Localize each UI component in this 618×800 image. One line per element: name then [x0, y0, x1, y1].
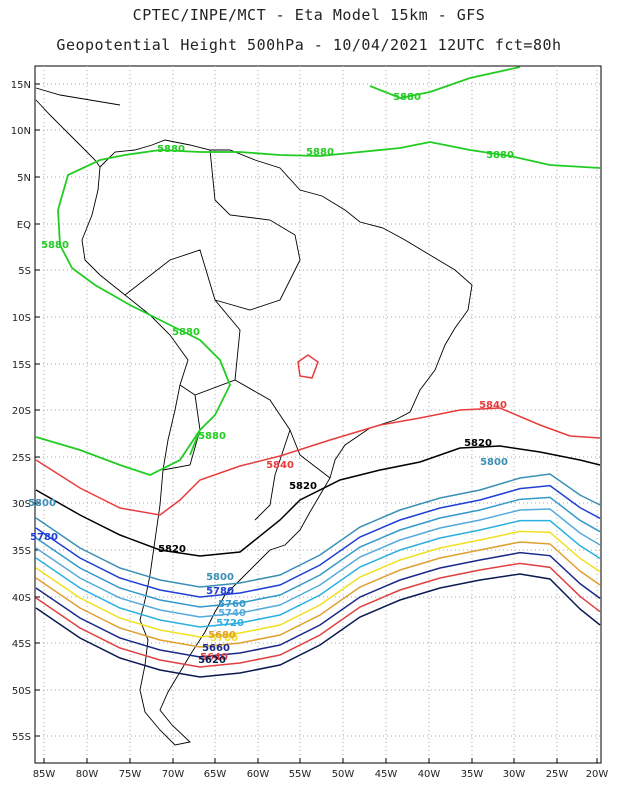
contour-5640 — [35, 562, 601, 668]
contour-label-5840: 5840 — [479, 400, 507, 411]
contour-label-5800: 5800 — [206, 572, 234, 583]
lon-label: 45W — [375, 769, 398, 780]
coastline — [35, 87, 473, 746]
contour-5840 — [35, 407, 601, 516]
contour-label-5760: 5760 — [218, 599, 246, 610]
contour-5620 — [35, 573, 601, 678]
lat-label: 5S — [18, 266, 31, 277]
lon-label: 70W — [162, 769, 185, 780]
lat-label: 40S — [12, 593, 31, 604]
caribbean-coast — [35, 87, 121, 106]
southern-contour-group — [35, 473, 601, 678]
contour-lines — [35, 66, 601, 678]
lat-label: 15N — [11, 80, 31, 91]
contour-labels: 5880 5880 5880 5880 5880 5880 5880 5840 5840 5820… — [28, 92, 514, 666]
lon-label: 40W — [418, 769, 441, 780]
border-1 — [209, 149, 301, 311]
lat-label: 35S — [12, 546, 31, 557]
lat-label: EQ — [17, 220, 31, 231]
border-5 — [254, 429, 291, 521]
contour-label-5780: 5780 — [30, 532, 58, 543]
contour-label-5880: 5880 — [486, 150, 514, 161]
contour-label-5800: 5800 — [28, 498, 56, 509]
lon-label: 50W — [332, 769, 355, 780]
lon-label: 25W — [546, 769, 569, 780]
contour-label-5800: 5800 — [480, 457, 508, 468]
lon-label: 30W — [503, 769, 526, 780]
contour-label-5840: 5840 — [266, 460, 294, 471]
lon-label: 20W — [586, 769, 609, 780]
contour-5840-blob — [297, 354, 319, 379]
contour-5880-south — [71, 267, 231, 456]
contour-5880-north — [369, 66, 521, 99]
contour-5740 — [35, 508, 601, 618]
contour-label-5700: 5700 — [210, 633, 238, 644]
contour-5680 — [35, 541, 601, 648]
lon-label: 75W — [119, 769, 142, 780]
contour-label-5880: 5880 — [41, 240, 69, 251]
lat-label: 45S — [12, 639, 31, 650]
contour-5780 — [35, 484, 601, 598]
contour-label-5820: 5820 — [289, 481, 317, 492]
contour-label-5880: 5880 — [172, 327, 200, 338]
lat-label: 20S — [12, 406, 31, 417]
contour-5660 — [35, 551, 601, 658]
map-frame — [34, 65, 602, 764]
contour-5760 — [35, 496, 601, 608]
lat-label: 25S — [12, 453, 31, 464]
contour-5720 — [35, 519, 601, 628]
lat-label: 15S — [12, 360, 31, 371]
border-2 — [124, 249, 241, 396]
lon-label: 55W — [289, 769, 312, 780]
lon-label: 65W — [204, 769, 227, 780]
contour-label-5820: 5820 — [464, 438, 492, 449]
contour-label-5620: 5620 — [198, 655, 226, 666]
contour-5800 — [35, 473, 601, 588]
border-4 — [162, 394, 201, 471]
lon-label: 35W — [461, 769, 484, 780]
lat-label: 10S — [12, 313, 31, 324]
contour-5820 — [35, 445, 601, 557]
lat-label: 30S — [12, 499, 31, 510]
lat-label: 50S — [12, 686, 31, 697]
contour-label-5820: 5820 — [158, 544, 186, 555]
contour-label-5880: 5880 — [157, 144, 185, 155]
contour-5880-mid — [57, 141, 601, 269]
central-america — [35, 99, 101, 168]
contour-label-5640: 5640 — [200, 652, 228, 663]
lat-label: 10N — [11, 126, 31, 137]
title-line-1: CPTEC/INPE/MCT - Eta Model 15km - GFS — [132, 6, 486, 24]
axis-labels: 15N 10N 5N EQ 5S 10S 15S 20S 25S 30S 35S 40S 45S 50S 5… — [11, 80, 609, 780]
contour-label-5680: 5680 — [208, 630, 236, 641]
lon-label: 60W — [247, 769, 270, 780]
lon-label: 85W — [33, 769, 56, 780]
contour-label-5880: 5880 — [306, 147, 334, 158]
contour-label-5880: 5880 — [198, 431, 226, 442]
contour-label-5880: 5880 — [393, 92, 421, 103]
south-america-outline — [81, 139, 473, 746]
lat-label: 55S — [12, 732, 31, 743]
lat-label: 5N — [17, 173, 31, 184]
lon-label: 80W — [76, 769, 99, 780]
graticule — [35, 66, 601, 763]
contour-5700 — [35, 530, 601, 638]
title-line-2: Geopotential Height 500hPa - 10/04/2021 … — [56, 36, 562, 54]
contour-label-5780: 5780 — [206, 586, 234, 597]
contour-label-5740: 5740 — [218, 608, 246, 619]
contour-5880-west — [35, 429, 201, 476]
contour-label-5660: 5660 — [202, 643, 230, 654]
contour-label-5720: 5720 — [216, 618, 244, 629]
